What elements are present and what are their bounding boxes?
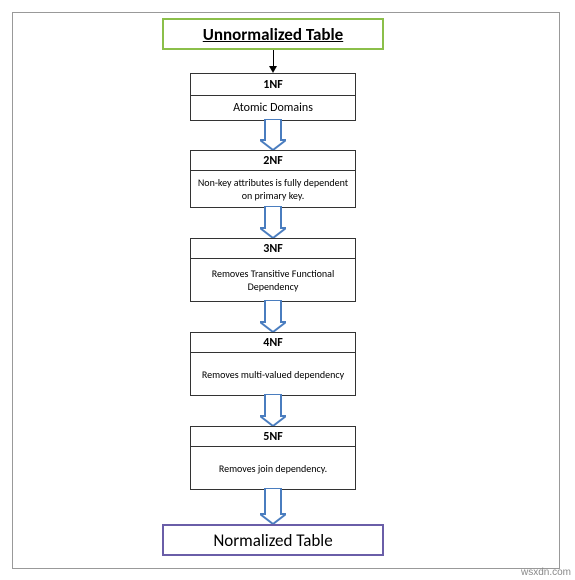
nf-box-1nf: 1NFAtomic Domains [190, 73, 356, 121]
block-arrow-1 [260, 206, 286, 238]
nf-header: 3NF [191, 239, 355, 259]
nf-body: Removes Transitive Functional Dependency [191, 259, 355, 301]
start-label: Unnormalized Table [203, 24, 343, 45]
watermark: wsxdn.com [521, 567, 571, 578]
block-arrow-3 [260, 394, 286, 426]
block-arrow-4 [260, 488, 286, 524]
nf-header: 4NF [191, 333, 355, 353]
nf-box-4nf: 4NFRemoves multi-valued dependency [190, 332, 356, 396]
block-arrow-0 [260, 119, 286, 150]
nf-box-5nf: 5NFRemoves join dependency. [190, 426, 356, 490]
nf-header: 2NF [191, 151, 355, 171]
start-box: Unnormalized Table [162, 18, 384, 50]
nf-body: Removes multi-valued dependency [191, 353, 355, 395]
nf-header: 5NF [191, 427, 355, 447]
nf-box-2nf: 2NFNon-key attributes is fully dependent… [190, 150, 356, 208]
end-box: Normalized Table [162, 524, 384, 556]
nf-header: 1NF [191, 74, 355, 96]
end-label: Normalized Table [213, 530, 332, 551]
nf-body: Atomic Domains [191, 96, 355, 120]
nf-body: Non-key attributes is fully dependent on… [191, 171, 355, 207]
nf-body: Removes join dependency. [191, 447, 355, 489]
block-arrow-2 [260, 300, 286, 332]
nf-box-3nf: 3NFRemoves Transitive Functional Depende… [190, 238, 356, 302]
